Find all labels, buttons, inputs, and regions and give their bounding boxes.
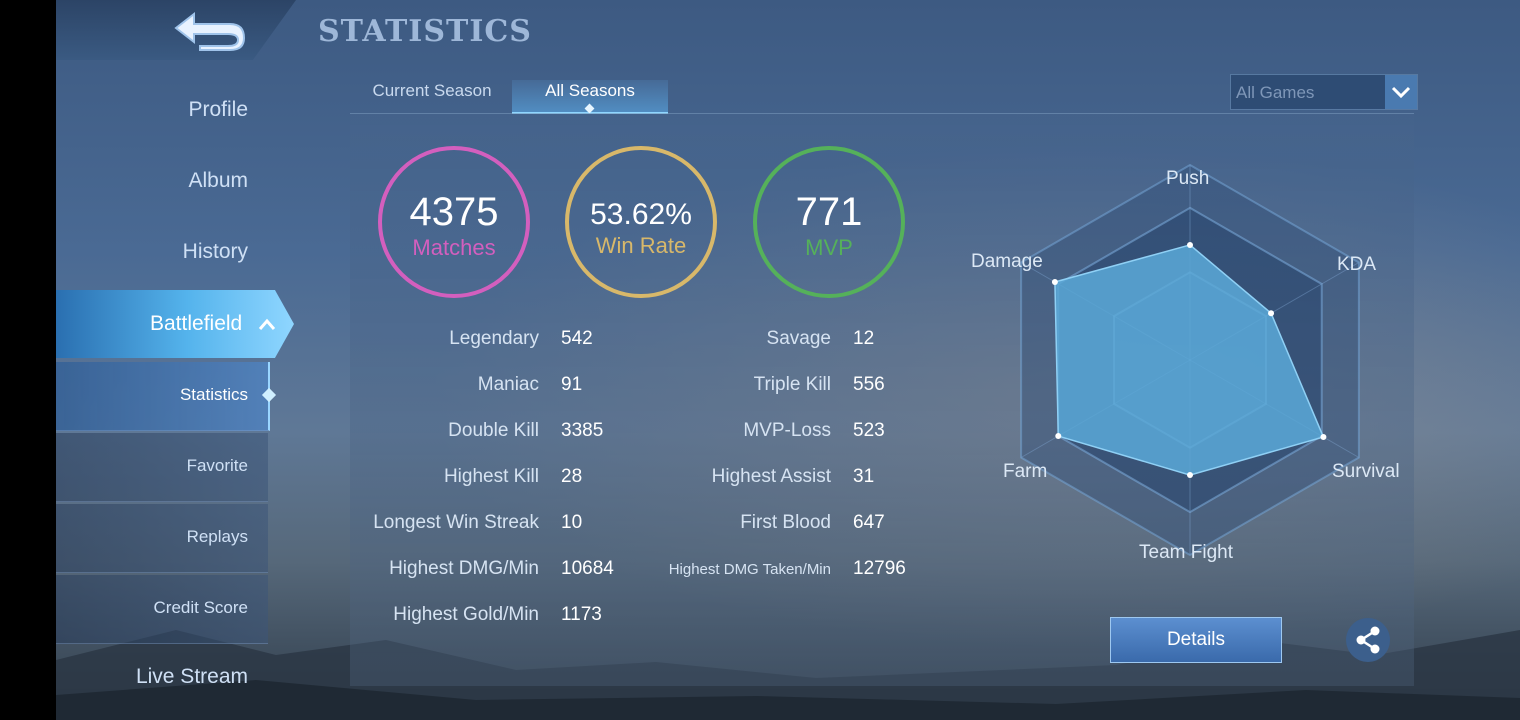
sidebar-item-history[interactable]: History <box>182 240 248 263</box>
details-button[interactable]: Details <box>1110 617 1282 663</box>
stat-value-first-blood: 647 <box>853 512 885 533</box>
subnav-item-replays[interactable]: Replays <box>56 504 268 573</box>
radar-point-farm <box>1055 433 1062 440</box>
radar-point-team-fight <box>1187 472 1193 479</box>
stat-value-highest-dmg-taken-min: 12796 <box>853 558 906 579</box>
stat-value-highest-gold-min: 1173 <box>561 604 602 625</box>
chevron-down-icon <box>1391 86 1411 99</box>
win-rate-label: Win Rate <box>595 233 687 258</box>
radar-label-kda: KDA <box>1337 254 1377 275</box>
subnav-item-statistics[interactable]: Statistics <box>56 362 270 431</box>
stat-value-legendary: 542 <box>561 328 593 349</box>
radar-points <box>1051 241 1327 479</box>
radar-point-damage <box>1051 279 1058 285</box>
stat-value-highest-assist: 31 <box>853 466 875 487</box>
mvp-ring: 771 MVP <box>753 146 905 298</box>
stat-label-highest-dmg-taken-min: Highest DMG Taken/Min <box>668 561 831 578</box>
game-mode-value: All Games <box>1236 83 1315 102</box>
radar-label-survival: Survival <box>1332 461 1400 482</box>
sidebar-item-album[interactable]: Album <box>188 169 248 192</box>
win-rate-value: 53.62% <box>590 198 692 231</box>
stat-label-mvp-loss: MVP-Loss <box>743 420 831 441</box>
subnav-item-credit-score[interactable]: Credit Score <box>56 575 268 644</box>
stat-label-maniac: Maniac <box>477 374 539 395</box>
back-arrow-icon[interactable] <box>170 8 250 52</box>
sidebar-item-battlefield-label: Battlefield <box>150 312 243 335</box>
sidebar-item-live-stream[interactable]: Live Stream <box>135 665 248 688</box>
stat-label-highest-kill: Highest Kill <box>443 466 539 487</box>
stat-label-highest-dmg-min: Highest DMG/Min <box>389 558 539 579</box>
matches-value: 4375 <box>409 190 499 234</box>
stat-label-first-blood: First Blood <box>740 512 831 533</box>
stat-value-savage: 12 <box>853 328 875 349</box>
stat-value-highest-dmg-min: 10684 <box>561 558 614 579</box>
tab-current-season[interactable]: Current Season <box>372 81 492 100</box>
radar-label-push: Push <box>1166 168 1210 189</box>
sidebar-item-battlefield[interactable] <box>56 290 294 358</box>
radar-label-farm: Farm <box>1003 461 1048 482</box>
game-mode-select[interactable]: All Games <box>1230 74 1418 110</box>
subnav-item-favorite[interactable]: Favorite <box>56 433 268 502</box>
stat-label-savage: Savage <box>766 328 831 349</box>
stat-label-highest-assist: Highest Assist <box>711 466 831 487</box>
share-button[interactable] <box>1346 618 1390 662</box>
performance-radar-chart <box>1020 163 1360 557</box>
radar-point-push <box>1187 241 1193 248</box>
stat-value-maniac: 91 <box>561 374 583 395</box>
chevron-up-icon <box>258 318 276 330</box>
stat-value-triple-kill: 556 <box>853 374 885 395</box>
matches-ring: 4375 Matches <box>378 146 530 298</box>
stat-value-mvp-loss: 523 <box>853 420 885 441</box>
win-rate-ring: 53.62% Win Rate <box>565 146 717 298</box>
radar-label-damage: Damage <box>971 251 1043 272</box>
mvp-value: 771 <box>795 190 863 234</box>
share-icon <box>1356 626 1380 654</box>
stat-value-highest-kill: 28 <box>561 466 583 487</box>
stat-value-double-kill: 3385 <box>561 420 604 441</box>
subnav-item-label: Statistics <box>179 385 248 404</box>
stat-label-triple-kill: Triple Kill <box>753 374 831 395</box>
stat-label-highest-gold-min: Highest Gold/Min <box>393 604 539 625</box>
stat-label-double-kill: Double Kill <box>448 420 539 441</box>
matches-label: Matches <box>412 235 496 260</box>
dropdown-button[interactable] <box>1385 75 1417 109</box>
stat-label-longest-win-streak: Longest Win Streak <box>373 512 539 533</box>
back-button[interactable] <box>56 0 296 60</box>
mountain-silhouette <box>56 630 1520 720</box>
subnav-item-label: Favorite <box>186 456 248 475</box>
page-title: STATISTICS <box>318 14 532 49</box>
radar-label-team-fight: Team Fight <box>1139 542 1233 563</box>
stat-value-longest-win-streak: 10 <box>561 512 583 533</box>
mvp-label: MVP <box>805 235 853 260</box>
radar-point-kda <box>1268 310 1275 317</box>
sidebar-item-profile[interactable]: Profile <box>188 98 248 121</box>
radar-point-survival <box>1320 434 1327 441</box>
subnav-item-label: Credit Score <box>153 598 248 617</box>
stat-label-legendary: Legendary <box>449 328 539 349</box>
subnav-item-label: Replays <box>186 527 248 546</box>
